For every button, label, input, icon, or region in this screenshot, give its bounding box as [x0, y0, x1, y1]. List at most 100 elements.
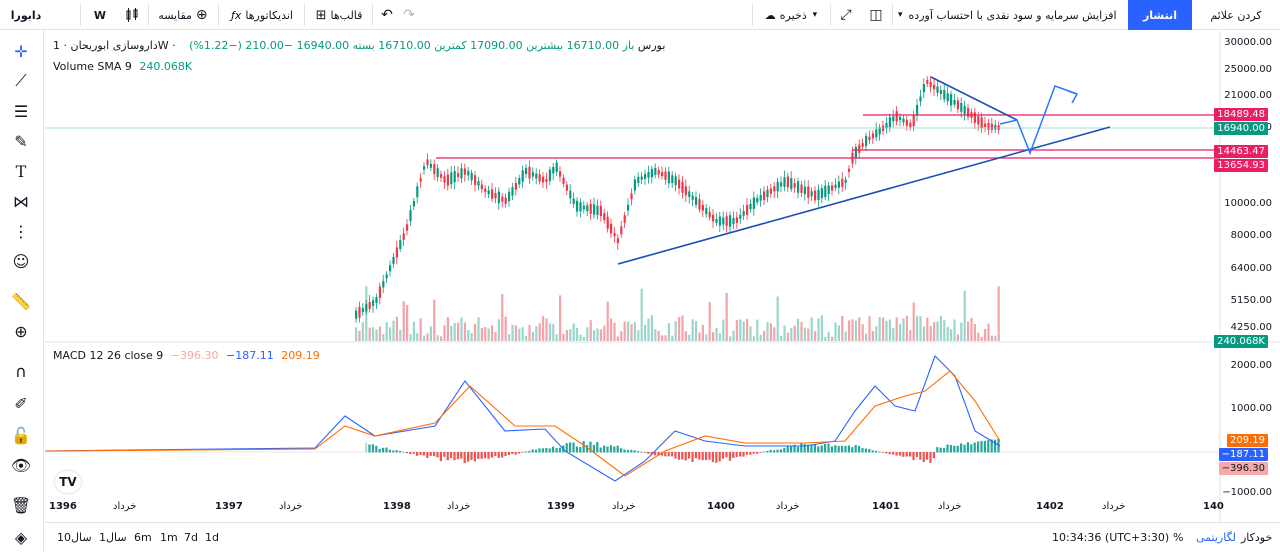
divider	[892, 4, 893, 26]
compare-button[interactable]: مقایسه ⊕	[154, 0, 212, 30]
volume-bar	[562, 333, 565, 341]
candle-body	[603, 213, 606, 221]
trendline-descending[interactable]	[930, 76, 1018, 121]
candle-body	[576, 200, 579, 212]
macd-histogram-bar	[606, 446, 609, 453]
macd-histogram-bar	[715, 452, 718, 463]
macd-histogram-bar	[528, 450, 531, 453]
price-tick-label: 4250.00	[1230, 322, 1272, 333]
candle-body	[460, 168, 463, 179]
symbol-legend[interactable]: دارو‌سازی ابوریحان · 1W · بورس باز 16710…	[53, 39, 665, 52]
macd-histogram-bar	[983, 440, 986, 453]
macd-histogram-bar	[582, 441, 585, 453]
price-label[interactable]: 18489.48	[1214, 108, 1268, 121]
macd-histogram-bar	[834, 445, 837, 453]
candle-body	[688, 191, 691, 197]
indicators-button[interactable]: ƒx اندیکاتورها	[224, 0, 300, 30]
symbol-search[interactable]: دابورا	[10, 8, 42, 22]
trendline-icon[interactable]: ⟋	[15, 71, 27, 90]
range-1d[interactable]: 1d	[205, 531, 219, 544]
clock[interactable]: 10:34:36 (UTC+3:30)	[1052, 531, 1170, 544]
volume-bar	[848, 320, 851, 341]
time-tick-label: خرداد	[279, 501, 303, 512]
candle-body	[929, 82, 932, 87]
candle-body	[436, 168, 439, 177]
volume-bar	[470, 332, 473, 341]
macd-histogram-bar	[909, 452, 912, 457]
macd-legend[interactable]: MACD 12 26 close 9 −396.30 −187.11 209.1…	[53, 349, 320, 362]
volume-bar	[671, 335, 674, 341]
range-10y[interactable]: 10سال	[57, 531, 92, 544]
horizontal-lines-icon[interactable]: ☰	[13, 101, 29, 121]
volume-bar	[780, 335, 783, 341]
volume-legend[interactable]: Volume SMA 9 240.068K	[53, 60, 192, 73]
layout-title-button[interactable]: ▾ افزایش سرمایه و سود نقدی با احتساب آور…	[898, 0, 1126, 30]
price-label[interactable]: 240.068K	[1214, 335, 1268, 348]
macd-value-label[interactable]: −187.11	[1218, 448, 1268, 461]
volume-bar	[933, 322, 936, 341]
price-label[interactable]: 13654.93	[1214, 159, 1268, 172]
candle-body	[623, 215, 626, 223]
fullscreen-icon[interactable]: ⤢	[840, 7, 852, 23]
trash-icon[interactable]: 🗑	[10, 495, 32, 515]
candles-icon[interactable]	[118, 0, 146, 30]
price-label[interactable]: 16940.00	[1214, 122, 1268, 135]
log-toggle[interactable]: لگاریتمی	[1196, 531, 1236, 544]
range-7d[interactable]: 7d	[184, 531, 198, 544]
macd-histogram-bar	[535, 449, 538, 453]
chart-canvas[interactable]	[44, 31, 1280, 522]
macd-value-label[interactable]: 209.19	[1227, 434, 1268, 447]
zoom-in-icon[interactable]: ⊕	[14, 321, 28, 341]
candle-body	[474, 175, 477, 185]
publish-button[interactable]: انتشار	[1128, 0, 1192, 30]
price-label[interactable]: 14463.47	[1214, 145, 1268, 158]
volume-bar	[521, 327, 524, 341]
volume-bar	[922, 326, 925, 341]
volume-bar	[759, 334, 762, 341]
save-button[interactable]: ☁ ذخیره ▾	[756, 0, 826, 30]
macd-histogram-bar	[443, 452, 446, 457]
camera-icon[interactable]: ◫	[869, 7, 883, 23]
range-6m[interactable]: 6m	[134, 531, 152, 544]
chart-area[interactable]: دارو‌سازی ابوریحان · 1W · بورس باز 16710…	[44, 31, 1280, 526]
ruler-icon[interactable]: 📏	[11, 291, 31, 311]
eye-icon[interactable]: 👁	[10, 455, 32, 475]
macd-histogram-bar	[541, 448, 544, 453]
forecast-icon[interactable]: ⋮	[13, 221, 29, 241]
forecast-path[interactable]	[999, 85, 1078, 156]
templates-button[interactable]: ⊞ قالب‌ها	[310, 0, 368, 30]
pattern-icon[interactable]: ⋈	[13, 191, 29, 211]
auto-toggle[interactable]: خودکار	[1241, 531, 1273, 544]
volume-bar	[701, 324, 704, 341]
lock-icon[interactable]: 🔓	[11, 425, 31, 445]
undo-icon[interactable]: ↶	[381, 7, 393, 23]
redo-icon[interactable]: ↷	[403, 7, 415, 23]
candle-body	[933, 84, 936, 90]
emoji-icon[interactable]: ☺	[12, 251, 30, 271]
percent-toggle[interactable]: %	[1173, 531, 1184, 544]
candle-body	[732, 217, 735, 225]
interval-button[interactable]: W	[93, 8, 107, 22]
candle-body	[361, 308, 364, 312]
candle-body	[987, 122, 990, 130]
range-1m[interactable]: 1m	[160, 531, 178, 544]
range-1y[interactable]: 1سال	[99, 531, 127, 544]
text-icon[interactable]: T	[15, 161, 27, 181]
macd-histogram-bar	[640, 451, 643, 453]
layers-icon[interactable]: ◈	[14, 527, 28, 547]
macd-histogram-bar	[531, 449, 534, 453]
volume-bar	[892, 328, 895, 341]
drawings[interactable]	[45, 76, 1220, 265]
macd-histogram-bar	[409, 452, 412, 455]
candle-body	[365, 303, 368, 312]
crosshair-icon[interactable]: ✛	[14, 41, 28, 61]
magnet-icon[interactable]: ∩	[15, 361, 27, 381]
brush-icon[interactable]: ✎	[14, 131, 28, 151]
volume-bar	[797, 318, 800, 341]
volume-bar	[715, 327, 718, 341]
alerts-button[interactable]: کردن علائم	[1210, 8, 1262, 22]
lock-drawing-icon[interactable]: ✐	[14, 393, 28, 413]
volume-bar	[491, 325, 494, 341]
macd-value-label[interactable]: −396.30	[1218, 462, 1268, 475]
candle-body	[514, 183, 517, 190]
